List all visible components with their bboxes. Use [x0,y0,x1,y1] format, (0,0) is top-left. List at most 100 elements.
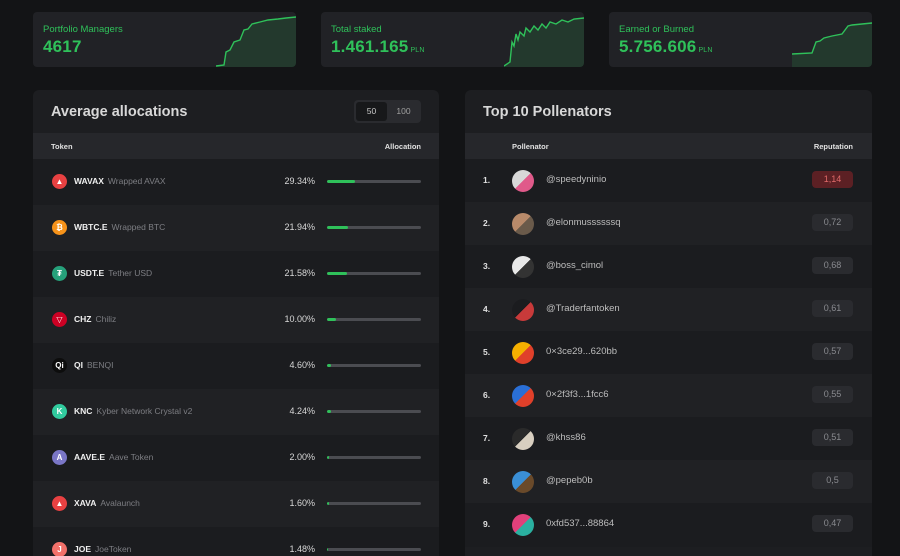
token-symbol: WBTC.E Wrapped BTC [74,222,166,232]
table-row[interactable]: ▲ WAVAX Wrapped AVAX 29.34% [33,159,439,205]
toggle-100-button[interactable]: 100 [396,106,411,116]
token-symbol: XAVA Avalaunch [74,498,140,508]
table-row[interactable]: 4. @Traderfantoken 0,61 [465,288,872,332]
stat-card-earned-burned: Earned or Burned 5.756.606 PLN [609,12,872,67]
allocation-percent: 4.60% [289,360,315,370]
allocation-bar [327,364,421,367]
pollenator-handle[interactable]: @pepeb0b [546,475,593,486]
pollenator-handle[interactable]: 0xfd537...88864 [546,518,615,529]
rank-number: 8. [483,476,491,486]
sparkline-chart [792,22,872,67]
pollenator-handle[interactable]: @khss86 [546,432,586,443]
allocation-bar-fill [327,180,355,183]
token-symbol: AAVE.E Aave Token [74,452,154,462]
stat-value: 5.756.606 PLN [619,37,713,56]
sparkline-chart [504,17,584,67]
allocation-percent: 1.60% [289,498,315,508]
reputation-badge: 0,47 [812,515,853,532]
rank-number: 5. [483,347,491,357]
tether-icon: ₮ [52,266,67,281]
rank-number: 4. [483,304,491,314]
average-allocations-panel: Average allocations 50 100 Token Allocat… [33,90,439,556]
allocation-percent: 1.48% [289,544,315,554]
token-symbol: JOE JoeToken [74,544,132,554]
table-row[interactable]: J JOE JoeToken 1.48% [33,527,439,556]
rank-number: 1. [483,175,491,185]
joe-icon: J [52,542,67,556]
toggle-50-button[interactable]: 50 [356,102,387,121]
table-row[interactable]: ▽ CHZ Chiliz 10.00% [33,297,439,343]
avatar[interactable] [512,471,534,493]
token-name: Wrapped BTC [111,222,166,232]
table-row[interactable]: Qi QI BENQI 4.60% [33,343,439,389]
stat-label: Total staked [331,24,382,35]
table-row[interactable]: A AAVE.E Aave Token 2.00% [33,435,439,481]
allocation-percent: 4.24% [289,406,315,416]
stat-unit: PLN [698,47,713,54]
pollenator-handle[interactable]: @Traderfantoken [546,303,620,314]
token-name: JoeToken [95,544,132,554]
rank-number: 3. [483,261,491,271]
allocation-bar-fill [327,318,337,321]
sparkline-chart [216,16,296,67]
pollenator-handle[interactable]: @boss_cimol [546,260,604,271]
table-row[interactable]: 9. 0xfd537...88864 0,47 [465,503,872,547]
table-row[interactable]: 1. @speedyninio 1,14 [465,159,872,203]
avalanche-icon: ▲ [52,174,67,189]
reputation-badge: 0,68 [812,257,853,274]
chiliz-icon: ▽ [52,312,67,327]
table-row[interactable]: ▲ XAVA Avalaunch 1.60% [33,481,439,527]
avatar[interactable] [512,342,534,364]
kyber-icon: K [52,404,67,419]
column-token: Token [51,142,73,151]
stat-value: 1.461.165 PLN [331,37,425,56]
avatar[interactable] [512,256,534,278]
reputation-badge: 0,72 [812,214,853,231]
table-row[interactable]: K KNC Kyber Network Crystal v2 4.24% [33,389,439,435]
table-header: Token Allocation [33,133,439,159]
token-name: Tether USD [108,268,153,278]
table-row[interactable]: 5. 0×3ce29...620bb 0,57 [465,331,872,375]
table-row[interactable]: 8. @pepeb0b 0,5 [465,460,872,504]
reputation-badge: 0,51 [812,429,853,446]
avatar[interactable] [512,428,534,450]
reputation-badge: 0,5 [812,472,853,489]
table-row[interactable]: 6. 0×2f3f3...1fcc6 0,55 [465,374,872,418]
pollenator-handle[interactable]: @elonmussssssq [546,217,621,228]
table-row[interactable]: 2. @elonmussssssq 0,72 [465,202,872,246]
table-row[interactable]: ₿ WBTC.E Wrapped BTC 21.94% [33,205,439,251]
token-name: Kyber Network Crystal v2 [96,406,193,416]
stat-label: Portfolio Managers [43,24,123,35]
avatar[interactable] [512,514,534,536]
allocation-bar [327,272,421,275]
bitcoin-icon: ₿ [52,220,67,235]
stat-value: 4617 [43,37,82,56]
avatar[interactable] [512,170,534,192]
table-row[interactable]: 3. @boss_cimol 0,68 [465,245,872,289]
allocation-bar [327,180,421,183]
reputation-badge: 0,57 [812,343,853,360]
pollenator-handle[interactable]: @speedyninio [546,174,607,185]
allocation-bar [327,318,421,321]
allocation-bar-fill [327,410,331,413]
token-name: BENQI [86,360,114,370]
pollenator-handle[interactable]: 0×3ce29...620bb [546,346,618,357]
token-name: Aave Token [109,452,154,462]
allocation-bar-fill [327,272,348,275]
allocation-percent: 21.58% [284,268,315,278]
top-pollenators-panel: Top 10 Pollenators Pollenator Reputation… [465,90,872,556]
allocation-bar-fill [327,456,329,459]
allocation-percent: 21.94% [284,222,315,232]
table-row[interactable]: 7. @khss86 0,51 [465,417,872,461]
allocation-bar [327,548,421,551]
avatar[interactable] [512,385,534,407]
avatar[interactable] [512,213,534,235]
rank-number: 7. [483,433,491,443]
pollenator-handle[interactable]: 0×2f3f3...1fcc6 [546,389,609,400]
allocation-bar [327,410,421,413]
allocation-bar-fill [327,226,348,229]
token-name: Avalaunch [100,498,140,508]
token-symbol: USDT.E Tether USD [74,268,153,278]
table-row[interactable]: ₮ USDT.E Tether USD 21.58% [33,251,439,297]
avatar[interactable] [512,299,534,321]
